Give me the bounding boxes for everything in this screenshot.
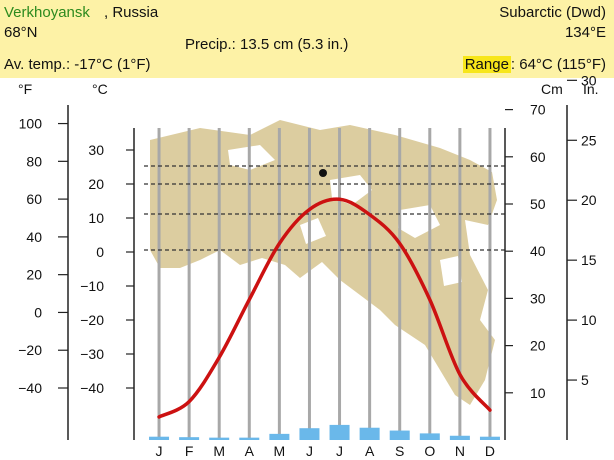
celsius-tick-label: −30 [80, 346, 104, 362]
celsius-tick-label: 20 [88, 176, 104, 192]
location-marker-icon [319, 169, 327, 177]
inch-axis-label: In. [583, 81, 599, 97]
inch-tick-label: 20 [581, 192, 597, 208]
centimeter-tick-label: 30 [530, 290, 546, 306]
inch-tick-label: 15 [581, 252, 597, 268]
latitude: 68°N [4, 24, 38, 41]
average-temperature: Av. temp.: -17°C (1°F) [4, 56, 151, 73]
celsius-tick-label: −10 [80, 278, 104, 294]
range-label: Range [462, 56, 511, 73]
celsius-tick-label: 10 [88, 210, 104, 226]
celsius-tick-label: −20 [80, 312, 104, 328]
centimeter-tick-label: 50 [530, 196, 546, 212]
precipitation-bar [269, 433, 290, 440]
centimeter-axis-label: Cm [541, 81, 563, 97]
month-label: A [365, 443, 375, 459]
month-label: J [336, 443, 343, 459]
precipitation-bar [179, 437, 200, 440]
fahrenheit-axis-label: °F [18, 81, 32, 97]
precipitation-summary: Precip.: 13.5 cm (5.3 in.) [185, 36, 349, 53]
fahrenheit-tick-label: 60 [26, 191, 42, 207]
celsius-tick-label: 30 [88, 142, 104, 158]
month-label: M [213, 443, 225, 459]
centimeter-tick-label: 20 [530, 338, 546, 354]
month-label: J [306, 443, 313, 459]
fahrenheit-tick-label: 80 [26, 153, 42, 169]
range-value: : 64°C (115°F) [510, 56, 606, 73]
centimeter-tick-label: 10 [530, 385, 546, 401]
celsius-tick-label: −40 [80, 380, 104, 396]
inch-tick-label: 5 [581, 372, 589, 388]
precipitation-bar [149, 436, 170, 440]
month-label: O [424, 443, 435, 459]
month-label: M [274, 443, 286, 459]
precipitation-bar [359, 427, 380, 440]
fahrenheit-tick-label: −20 [18, 342, 42, 358]
temperature-range: Range: 64°C (115°F) [462, 56, 606, 73]
temperature-line [157, 197, 492, 419]
fahrenheit-tick-label: −40 [18, 380, 42, 396]
month-label: S [395, 443, 404, 459]
climate-type: Subarctic (Dwd) [499, 4, 606, 21]
climate-header: Verkhoyansk , Russia Subarctic (Dwd) 68°… [0, 0, 614, 78]
fahrenheit-tick-label: 40 [26, 229, 42, 245]
precipitation-bar [479, 436, 500, 440]
month-label: J [156, 443, 163, 459]
station-country: , Russia [104, 4, 159, 21]
map-silhouette [150, 120, 497, 405]
month-label: D [485, 443, 495, 459]
precipitation-bar [239, 437, 260, 440]
inch-tick-label: 30 [581, 72, 597, 88]
longitude: 134°E [564, 24, 606, 41]
precipitation-bar [209, 437, 230, 440]
month-label: N [455, 443, 465, 459]
month-label: F [185, 443, 194, 459]
month-label: A [245, 443, 255, 459]
centimeter-tick-label: 70 [530, 102, 546, 118]
precipitation-bar [299, 428, 320, 440]
station-city: Verkhoyansk [4, 4, 90, 21]
inch-tick-label: 10 [581, 312, 597, 328]
celsius-axis-label: °C [92, 81, 108, 97]
precipitation-bar [449, 435, 470, 440]
precipitation-bar [389, 430, 410, 440]
fahrenheit-tick-label: 20 [26, 267, 42, 283]
centimeter-tick-label: 40 [530, 243, 546, 259]
inch-tick-label: 25 [581, 132, 597, 148]
precipitation-bar [329, 424, 350, 440]
celsius-tick-label: 0 [96, 244, 104, 260]
precipitation-bar [419, 433, 440, 440]
fahrenheit-tick-label: 0 [34, 304, 42, 320]
fahrenheit-tick-label: 100 [19, 116, 43, 132]
centimeter-tick-label: 60 [530, 149, 546, 165]
